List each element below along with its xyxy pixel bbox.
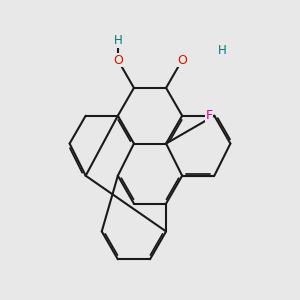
Text: H: H — [113, 34, 122, 47]
Text: H: H — [218, 44, 226, 57]
Text: F: F — [206, 109, 213, 122]
Text: O: O — [177, 53, 187, 67]
Text: O: O — [113, 53, 123, 67]
